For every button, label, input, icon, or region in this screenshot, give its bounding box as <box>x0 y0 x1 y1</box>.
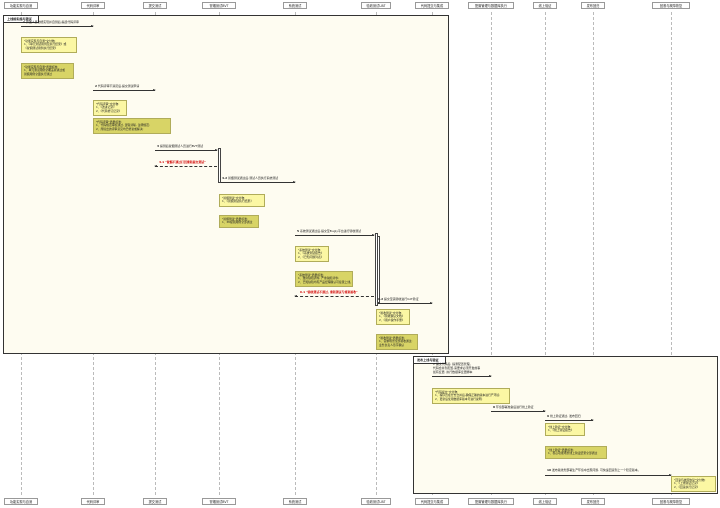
message-3: 3 提测后冒烟测试人员进行BVT测试 <box>157 144 204 148</box>
note-bvt-deliverables: "冒烟测试"交付物: 1、《冒烟测试执行结果》 <box>219 194 265 207</box>
participant-system-test-bottom: 系统测试 <box>283 498 307 505</box>
participant-release-regression-bottom: 发布回归 <box>581 498 605 505</box>
participant-dev-selftest: 功能实现与自测 <box>4 2 38 9</box>
participant-config-db: 配置管理与数据库执行 <box>468 2 514 9</box>
arrow-msg-4-1 <box>154 165 217 167</box>
activation-bvt <box>217 148 221 183</box>
note-bvt-quality: "冒烟测试"质量标准: 1、P0级别用例全部通过 <box>219 215 259 228</box>
arrow-msg-7 <box>432 375 492 377</box>
message-7-line-3: 如有变更, 执行数据库变更脚本 <box>433 370 473 374</box>
note-uat-deliverables: "验收测试"交付物: 1、《验收确认文档》 2、《用户操作手册》 <box>376 309 410 326</box>
message-8: 8 环境部署准备后进行线上验证 <box>493 405 534 409</box>
note-rollback-deliverables: "回滚与故障恢复"交付物: 1、《上线验证记录》 2、《回滚执行记录》 <box>671 476 716 493</box>
message-4-2: 4.2 冒烟测试通过后,测试人员执行系统测试 <box>222 176 279 180</box>
arrow-msg-8 <box>491 410 546 412</box>
participant-uat-bottom: 验收测试UAT <box>361 498 391 505</box>
participant-config-db-bottom: 配置管理与数据库执行 <box>468 498 514 505</box>
arrow-msg-1 <box>21 25 94 27</box>
lifeline-release-regression <box>593 12 594 495</box>
note-uat-quality: "验收测试"质量标准: 1、需求场景全部验收通过; 业务负责人签字确认 <box>376 334 418 351</box>
participant-submit-test: 提交测试 <box>143 2 167 9</box>
arrow-msg-6-1 <box>294 295 374 297</box>
frame-pre-release-title: 上线前实施与测试 <box>4 16 39 23</box>
message-2: 2 代码评审不满足后,提交测试申请 <box>95 84 140 88</box>
lifeline-rollback <box>671 12 672 495</box>
participant-submit-test-bottom: 提交测试 <box>143 498 167 505</box>
message-6-2: 6.2 提交至需验收进行UAT验证 <box>378 297 419 301</box>
arrow-msg-4-2 <box>221 181 296 183</box>
note-online-quality: "线上验证"质量标准: 1、核心功能场景线上验证结果全部通过 <box>545 446 607 459</box>
note-selftest-quality: "功能实现与自测"质量标准: 1、单元测试用例全覆盖并通过或 冒烟用例全面执行通过 <box>21 63 74 80</box>
arrow-msg-2 <box>93 89 156 91</box>
note-selftest-deliverables: "功能实现与自测"交付物: 1、《单元测试用例及执行结果》或 《冒烟测试用例执行结果… <box>21 37 77 54</box>
arrow-msg-6-2 <box>378 302 433 304</box>
message-1: 1 开发人员功能实现并自测后,提起代码评审 <box>23 20 79 24</box>
message-7-line-2: 代码合并到配置,需要求必须开发前事 <box>433 366 481 370</box>
participant-code-review-bottom: 代码评审 <box>81 498 105 505</box>
note-system-quality: "系统测试"质量标准: 1、致命缺陷清零, 严重缺陷清零; 2、已知缺陷均有产品经理… <box>295 271 353 288</box>
note-system-deliverables: "系统测试"交付物: 1、《系统测试报告》 2、《已知问题列表》 <box>295 246 329 263</box>
participant-code-review: 代码评审 <box>81 2 105 9</box>
frame-release-title: 发布上线与验证 <box>414 357 446 364</box>
activation-uat-inner <box>377 236 380 303</box>
participant-online-verify-bottom: 线上验证 <box>533 498 557 505</box>
message-5: 5 系统测试通过后,提交至Bugly平台进行验收测试 <box>297 229 362 233</box>
participant-online-verify: 线上验证 <box>533 2 557 9</box>
note-online-deliverables: "线上验证"交付物: 1、《线上验证报告》 <box>545 423 585 436</box>
arrow-msg-10 <box>545 474 672 476</box>
participant-code-integration-bottom: 代码提交与集成 <box>415 498 449 505</box>
participant-bvt-bottom: 冒烟测试BVT <box>202 498 236 505</box>
participant-code-integration: 代码提交与集成 <box>415 2 449 9</box>
message-10: 10 发布版线务部署生产环境中出现问题, 可快速回滚到上一个稳定版本。 <box>547 468 641 472</box>
note-integration-deliverables: "代码提交"交付物: 1、程序员在分支合并后,确保正确的版本进行产环境; 2、更新后… <box>432 388 510 405</box>
arrow-msg-9 <box>545 419 594 421</box>
arrow-msg-5 <box>295 234 375 236</box>
message-7: 7 提交代码后, 提测配置管理。 <box>433 362 473 366</box>
message-9: 9 线上验证通过, 发布回归 <box>547 414 581 418</box>
participant-release-regression: 发布回归 <box>581 2 605 9</box>
note-review-quality: "代码评审"质量标准: 1、代码规范审核通过, 逻辑清晰, 注释规范; 2、所提出的… <box>93 118 171 135</box>
participant-rollback-bottom: 回滚与故障恢复 <box>652 498 690 505</box>
participant-bvt: 冒烟测试BVT <box>202 2 236 9</box>
participant-system-test: 系统测试 <box>283 2 307 9</box>
lifeline-config-db <box>491 12 492 495</box>
message-4-1: 4.1 "冒烟不通过打回重新提交测试" <box>159 160 206 164</box>
participant-dev-selftest-bottom: 功能实现与自测 <box>4 498 38 505</box>
note-review-deliverables: "代码评审"交付物: 1、《改进记录》 2、《代码修订记录》 <box>93 100 127 117</box>
participant-uat: 验收测试UAT <box>361 2 391 9</box>
arrow-msg-3 <box>155 149 218 151</box>
message-6-1: 6.1 "验收测试不通过, 重新测试与修复验收" <box>300 290 358 294</box>
participant-rollback: 回滚与故障恢复 <box>652 2 690 9</box>
lifeline-online-verify <box>545 12 546 495</box>
